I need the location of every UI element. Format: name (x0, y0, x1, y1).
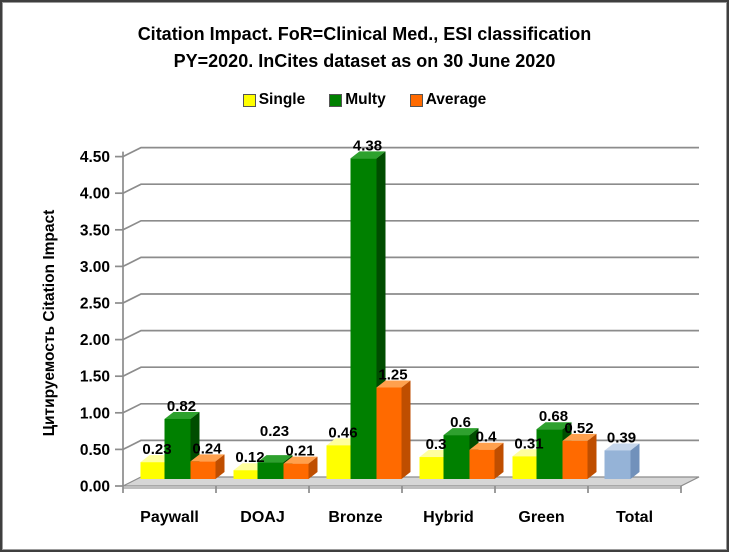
grid-line (122, 402, 699, 414)
data-label: 0.23 (260, 423, 289, 440)
y-tick-label: 2.50 (80, 296, 110, 313)
bar-top-average-doaj (283, 456, 318, 464)
bar-top-average-green (562, 433, 597, 441)
bar-top-multy-green (536, 422, 572, 430)
grid-line (122, 439, 699, 451)
category-label-total: Total (616, 509, 653, 526)
grid-line (122, 183, 699, 194)
bar-side-total-total (630, 443, 640, 479)
bar-top-average-bronze (376, 380, 411, 388)
data-label: 0.24 (192, 440, 222, 457)
data-label: 0.82 (167, 398, 196, 415)
bar-top-average-paywall (190, 454, 225, 462)
legend-swatch-single (242, 93, 256, 107)
legend-swatch-multy (329, 93, 343, 107)
y-tick-label: 1.50 (80, 369, 110, 386)
bar-multy-doaj (257, 462, 284, 479)
bar-side-average-green (587, 433, 597, 479)
bar-top-total-total (604, 443, 640, 451)
bar-multy-bronze (350, 158, 377, 479)
y-tick-label: 0.50 (80, 442, 110, 459)
chart-title-line2: PY=2020. InCites dataset as on 30 June 2… (173, 51, 556, 71)
bar-average-doaj (283, 463, 309, 479)
bar-top-multy-doaj (257, 455, 293, 463)
legend-label: Average (425, 91, 487, 108)
bar-side-average-doaj (308, 456, 318, 479)
data-label: 0.3 (426, 436, 447, 453)
legend-item-average: Average (409, 91, 487, 109)
bar-average-green (562, 440, 588, 479)
bar-top-multy-bronze (350, 151, 386, 159)
bar-side-average-paywall (215, 454, 225, 479)
data-label: 0.46 (328, 424, 357, 441)
grid-line (122, 146, 699, 158)
y-tick-label: 1.00 (80, 405, 110, 422)
chart-title-line1: Citation Impact. FoR=Clinical Med., ESI … (137, 24, 592, 44)
bar-single-hybrid (419, 457, 445, 479)
category-label-green: Green (518, 509, 564, 526)
grid-line (122, 329, 699, 341)
bar-single-green (512, 456, 538, 479)
bar-top-multy-hybrid (443, 428, 479, 436)
legend-item-multy: Multy (329, 91, 386, 109)
data-label: 0.21 (285, 443, 314, 460)
bar-multy-hybrid (443, 435, 470, 479)
bar-multy-paywall (164, 418, 191, 479)
y-tick-label: 4.00 (80, 186, 110, 203)
chart-title: Citation Impact. FoR=Clinical Med., ESI … (2, 21, 727, 75)
category-label-hybrid: Hybrid (423, 509, 474, 526)
data-label: 4.38 (353, 137, 382, 154)
bar-side-average-hybrid (494, 442, 504, 479)
data-label: 0.12 (235, 449, 264, 466)
data-label: 0.4 (476, 429, 498, 446)
grid-line (122, 256, 699, 268)
legend-item-single: Single (242, 91, 306, 109)
bar-multy-green (536, 429, 563, 479)
bar-side-average-bronze (401, 380, 411, 479)
data-label: 1.25 (378, 367, 407, 384)
grid-line (122, 293, 699, 304)
legend-swatch-average (409, 93, 423, 107)
y-tick-label: 0.00 (80, 479, 110, 496)
grid-line (122, 366, 699, 377)
bar-average-paywall (190, 461, 216, 479)
data-label: 0.6 (450, 414, 471, 431)
data-label: 0.23 (142, 441, 171, 458)
bar-total-total (604, 450, 631, 479)
category-label-paywall: Paywall (140, 509, 199, 526)
category-label-doaj: DOAJ (240, 509, 284, 526)
y-tick-label: 3.00 (80, 259, 110, 276)
legend-label: Single (258, 91, 306, 108)
bar-single-doaj (233, 470, 259, 479)
bar-single-paywall (140, 462, 166, 479)
category-label-bronze: Bronze (328, 509, 382, 526)
y-tick-label: 2.00 (80, 332, 110, 349)
y-tick-label: 3.50 (80, 222, 110, 239)
bar-average-bronze (376, 387, 402, 479)
grid-line (122, 219, 699, 231)
data-label: 0.39 (607, 429, 636, 446)
data-label: 0.68 (539, 408, 568, 425)
data-label: 0.31 (514, 435, 543, 452)
bar-top-multy-paywall (164, 411, 200, 419)
legend-label: Multy (345, 91, 386, 108)
data-label: 0.52 (564, 420, 593, 437)
y-tick-label: 4.50 (80, 149, 110, 166)
bar-average-hybrid (469, 449, 495, 479)
legend: Single Multy Average (2, 91, 727, 109)
bar-single-bronze (326, 445, 352, 479)
bar-top-average-hybrid (469, 442, 504, 450)
